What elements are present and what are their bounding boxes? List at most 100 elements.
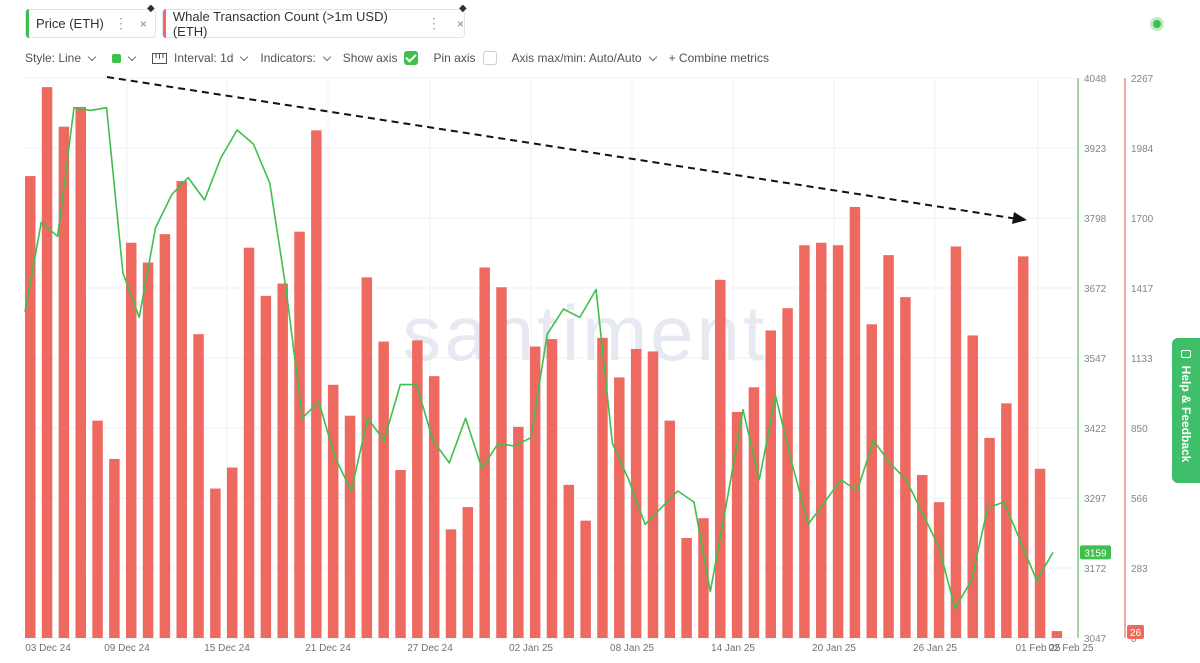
whale-bar [765,330,777,638]
whale-axis-tick-label: 283 [1131,564,1148,575]
price-line-group [24,106,1054,610]
ethereum-icon: ◆ [147,3,155,14]
interval-dropdown[interactable]: Interval: 1d [152,51,249,65]
whale-bar [142,262,154,638]
whale-bar [849,206,861,638]
trend-arrow-head [1012,212,1027,224]
whale-bar [226,467,238,638]
color-dropdown[interactable] [112,52,137,63]
whale-axis-tick-label: 2267 [1131,74,1154,85]
price-axis-tick-label: 3047 [1084,634,1107,645]
whale-bar [109,458,120,638]
whale-bar [428,376,440,638]
whale-bar [1001,403,1012,638]
whale-axis-tick-label: 1417 [1131,284,1154,295]
whale-bar [277,283,288,638]
x-axis-label: 01 Feb 25 [1015,643,1060,654]
whale-bar [243,247,255,638]
axis-maxmin-dropdown[interactable]: Axis max/min: Auto/Auto [512,51,657,65]
whale-bar [782,308,793,638]
whale-bar [580,520,591,638]
whale-bar [311,130,322,638]
whale-bar [445,529,457,638]
whale-bar [176,181,187,638]
whale-bar [900,297,911,638]
price-color-bar [26,9,29,38]
whale-bar [395,470,406,638]
help-feedback-label: Help & Feedback [1179,365,1193,463]
whale-bar [883,255,894,638]
x-axis-label: 14 Jan 25 [711,643,755,654]
price-axis-tick-label: 4048 [1084,74,1107,85]
price-axis-tick-label: 3923 [1084,144,1107,155]
axes: 03 Dec 24 09 Dec 24 15 Dec 24 21 Dec 24 27 D… [25,74,1153,654]
help-feedback-button[interactable]: Help & Feedback [1172,338,1200,483]
whale-menu-icon[interactable]: ⋮ [426,15,441,31]
trend-arrow-line [106,76,1019,220]
color-swatch-icon [112,53,122,63]
x-axis-label: 03 Dec 24 [25,643,71,654]
combine-metrics-button[interactable]: + Combine metrics [669,51,769,65]
pin-axis-checkbox[interactable] [482,51,497,65]
chat-icon [1181,350,1191,358]
whale-axis-tick-label: 1700 [1131,214,1154,225]
price-close-icon[interactable]: × [139,16,147,31]
whale-close-icon[interactable]: × [456,16,464,31]
whale-bar [193,334,204,638]
whale-bar [462,507,474,638]
price-axis-tick-label: 3422 [1084,424,1107,435]
whale-bar [597,337,608,638]
whale-bar [715,279,726,638]
whale-bar [529,346,541,638]
whale-bar [513,426,524,638]
whale-metric-label: Whale Transaction Count (>1m USD) (ETH) [172,8,388,39]
whale-bar [984,437,995,638]
whale-bar [210,488,221,638]
whale-bar [92,420,103,638]
whale-bar [125,242,137,638]
whale-bar [1017,256,1029,638]
show-axis-checkbox[interactable] [404,51,419,65]
style-label: Style: Line [25,51,82,65]
pin-axis-label: Pin axis [433,51,476,65]
whale-current-value: 26 [1130,628,1142,639]
x-axis-label: 02 Feb 25 [1048,643,1093,654]
whale-bar [75,106,86,638]
x-axis-label: 02 Jan 25 [509,643,553,654]
price-axis-tick-label: 3297 [1084,494,1107,505]
whale-bar [832,245,844,639]
price-metric-tag[interactable]: Price (ETH) ⋮ × [25,9,156,38]
whale-bar [260,295,272,638]
watermark: santiment [402,289,767,377]
price-metric-label: Price (ETH) [36,16,104,31]
whale-metric-tag[interactable]: Whale Transaction Count (>1m USD) (ETH) … [162,8,465,39]
price-axis-tick-label: 3172 [1084,564,1107,575]
whale-bar [344,415,356,638]
whale-axis-tick-label: 1984 [1131,144,1154,155]
interval-label: Interval: 1d [174,51,234,65]
ruler-icon [152,52,168,64]
price-line [24,106,1054,610]
pin-axis-toggle[interactable]: Pin axis [433,51,497,65]
whale-bar [664,420,676,638]
whale-bar [614,377,625,638]
price-current-value: 3159 [1084,548,1107,559]
show-axis-toggle[interactable]: Show axis [343,51,419,65]
price-menu-icon[interactable]: ⋮ [113,15,128,31]
x-axis-label: 09 Dec 24 [104,643,150,654]
whale-bar [563,484,575,638]
style-dropdown[interactable]: Style: Line [25,51,97,65]
whale-bar [1051,631,1063,638]
whale-axis-tick-label: 566 [1131,494,1148,505]
x-axis-label: 20 Jan 25 [812,643,856,654]
whale-axis-tick-label: 1133 [1131,354,1153,365]
whale-bar [41,87,53,638]
whale-bar [1034,468,1046,638]
indicators-dropdown[interactable]: Indicators: [260,51,332,65]
whale-bar [916,474,928,638]
x-axis-label: 26 Jan 25 [913,643,957,654]
whale-bars [25,87,1063,639]
whale-bar [647,351,659,638]
whale-bar [25,176,36,638]
